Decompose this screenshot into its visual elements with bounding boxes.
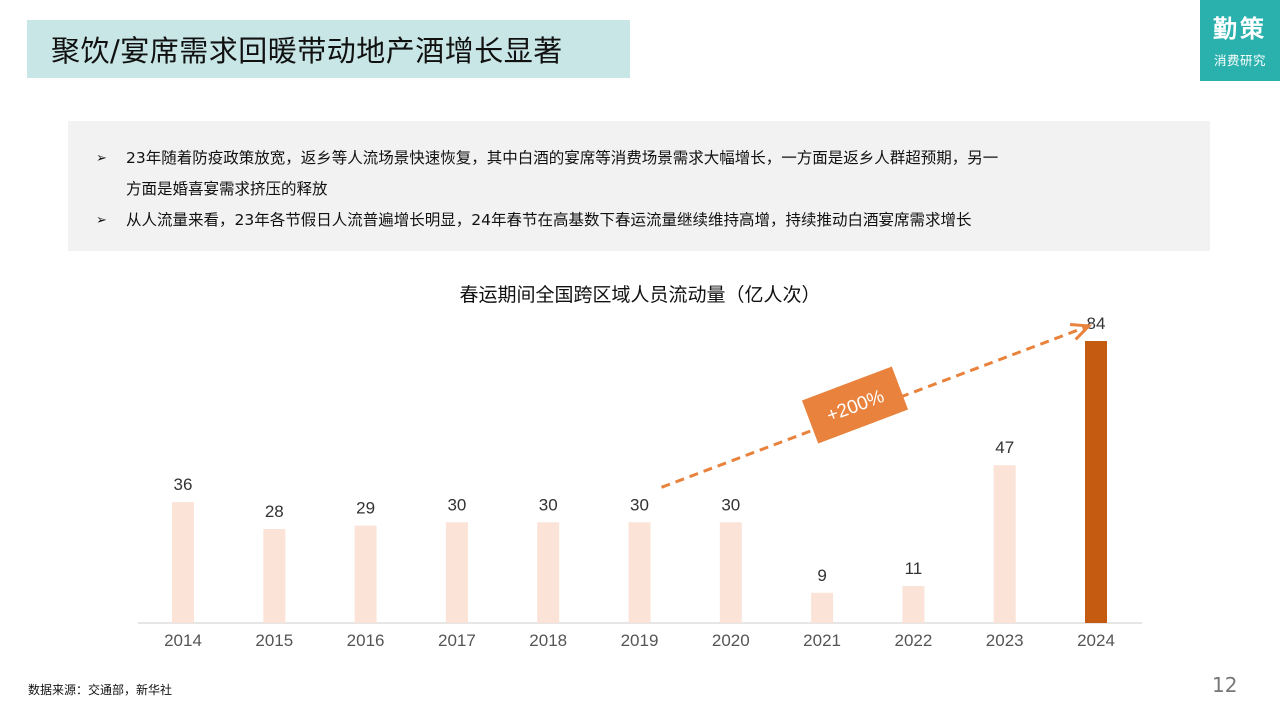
bar-2024 [1085,341,1107,623]
page-title: 聚饮/宴席需求回暖带动地产酒增长显著 [51,34,563,68]
bullet-item: ➢ 23年随着防疫政策放宽，返乡等人流场景快速恢复，其中白酒的宴席等消费场景需求… [96,143,1186,205]
page-title-box: 聚饮/宴席需求回暖带动地产酒增长显著 [27,20,630,78]
tick-label-2020: 2020 [712,631,750,650]
data-label-2023: 47 [995,438,1014,457]
data-label-2024: 84 [1087,314,1106,333]
bar-2023 [993,465,1016,623]
arrow-bullet-icon: ➢ [96,213,107,228]
bar-2019 [628,522,651,623]
bullet-item: ➢ 从人流量来看，23年各节假日人流普遍增长明显，24年春节在高基数下春运流量继… [96,205,1186,236]
data-label-2016: 29 [356,499,375,518]
data-label-2014: 36 [174,475,193,494]
data-label-2015: 28 [265,502,284,521]
arrow-bullet-icon: ➢ [96,151,107,166]
bar-2021 [811,592,834,623]
tick-label-2022: 2022 [894,631,932,650]
chart-title: 春运期间全国跨区域人员流动量（亿人次） [459,284,821,306]
bullet-text: 23年随着防疫政策放宽，返乡等人流场景快速恢复，其中白酒的宴席等消费场景需求大幅… [126,149,999,198]
logo-sub-text: 消费研究 [1213,53,1266,68]
bar-2018 [537,522,560,623]
tick-label-2018: 2018 [529,631,567,650]
summary-panel: ➢ 23年随着防疫政策放宽，返乡等人流场景快速恢复，其中白酒的宴席等消费场景需求… [68,121,1210,251]
tick-label-2023: 2023 [986,631,1024,650]
bar-2014 [172,502,194,623]
bar-2022 [902,586,925,623]
brand-logo: 勤策 消费研究 [1200,0,1280,81]
tick-label-2016: 2016 [347,631,385,650]
data-label-2019: 30 [630,495,649,514]
tick-label-2015: 2015 [255,631,293,650]
page-number: 12 [1212,673,1238,697]
logo-main-text: 勤策 [1213,14,1267,43]
bar-2020 [719,522,742,623]
tick-label-2017: 2017 [438,631,476,650]
tick-label-2014: 2014 [164,631,202,650]
tick-label-2024: 2024 [1077,631,1115,650]
growth-annotation-bg [801,366,909,444]
tick-label-2021: 2021 [803,631,841,650]
data-label-2017: 30 [447,495,466,514]
growth-arrow-head [1069,322,1093,341]
growth-annotation-badge: +200% [801,366,909,444]
data-label-2022: 11 [905,559,923,578]
data-label-2018: 30 [539,495,558,514]
bar-2015 [263,529,286,623]
data-label-2021: 9 [817,566,826,585]
data-label-2020: 30 [721,495,740,514]
bar-2017 [445,522,468,623]
bar-2016 [354,525,377,623]
bullet-text: 从人流量来看，23年各节假日人流普遍增长明显，24年春节在高基数下春运流量继续维… [126,211,972,229]
data-source: 数据来源：交通部，新华社 [28,683,173,697]
tick-label-2019: 2019 [621,631,659,650]
